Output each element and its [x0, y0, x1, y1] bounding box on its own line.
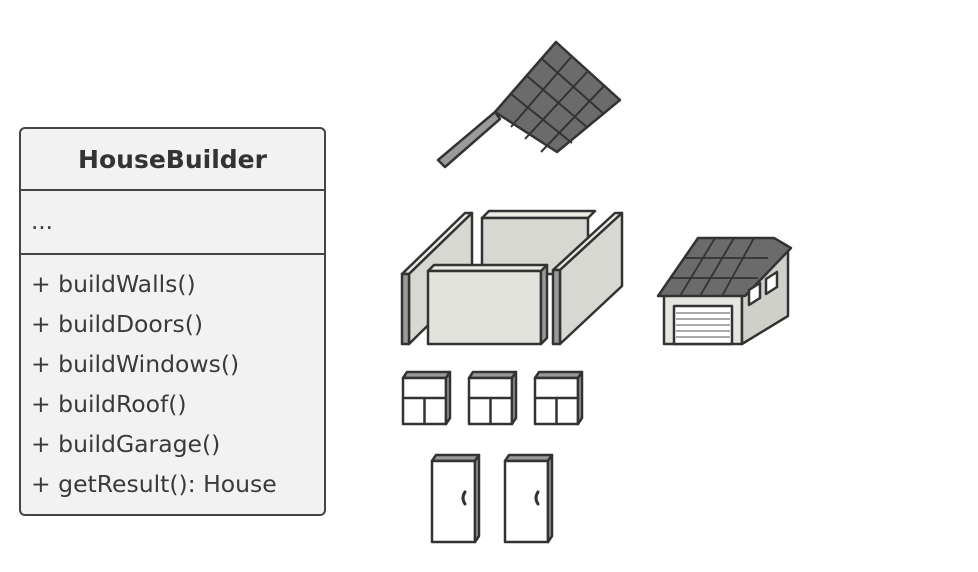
operation-build-garage: + buildGarage(): [31, 430, 221, 458]
operation-get-result: + getResult(): House: [31, 470, 277, 498]
class-name: HouseBuilder: [21, 129, 324, 191]
operation-build-walls: + buildWalls(): [31, 270, 196, 298]
window-icon: [533, 370, 584, 426]
garage-icon: [656, 236, 793, 346]
house-builder-class-box: HouseBuilder ... + buildWalls() + buildD…: [19, 127, 326, 516]
door-icon: [430, 453, 481, 544]
window-icon: [467, 370, 518, 426]
roof-icon: [436, 40, 622, 169]
door-icon: [503, 453, 554, 544]
class-attributes: ...: [21, 191, 324, 255]
window-icon: [401, 370, 452, 426]
walls-icon: [400, 209, 624, 346]
operation-build-doors: + buildDoors(): [31, 310, 204, 338]
operation-build-roof: + buildRoof(): [31, 390, 187, 418]
operation-build-windows: + buildWindows(): [31, 350, 240, 378]
class-operations: + buildWalls() + buildDoors() + buildWin…: [21, 255, 324, 504]
